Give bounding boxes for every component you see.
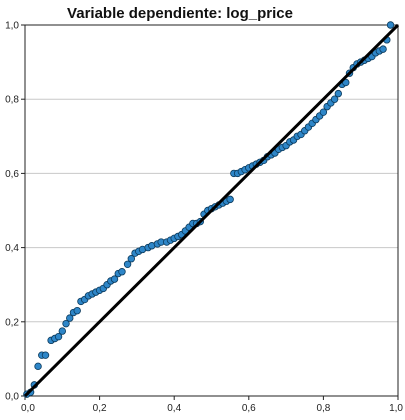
x-tick-label: 0,4 [167, 403, 181, 414]
plot-frame [24, 24, 399, 397]
data-point [226, 195, 234, 204]
data-point [127, 255, 136, 263]
x-tick-label: 1,0 [389, 403, 403, 414]
data-point [386, 21, 395, 29]
y-tick-label: 0,6 [5, 169, 19, 180]
x-tick-label: 0,2 [93, 403, 107, 414]
data-point [58, 327, 66, 335]
x-axis-ticks: 0,0 0,2 0,4 0,6 0,8 1,0 [21, 396, 403, 414]
y-tick-label: 1,0 [5, 21, 19, 32]
y-tick-label: 0,4 [5, 243, 19, 254]
data-point [110, 275, 119, 283]
data-point [342, 78, 350, 87]
y-axis-ticks: 0,0 0,2 0,4 0,6 0,8 1,0 [5, 21, 25, 403]
y-tick-label: 0,2 [5, 317, 19, 328]
data-point [118, 268, 126, 276]
data-point [54, 332, 63, 341]
y-tick-label: 0,0 [5, 392, 19, 403]
data-point [34, 362, 42, 371]
data-point [123, 260, 132, 268]
data-point [330, 95, 339, 103]
chart-title: Variable dependiente: log_price [67, 5, 293, 22]
reference-line [23, 23, 400, 398]
x-tick-label: 0,0 [21, 403, 35, 414]
x-tick-label: 0,8 [316, 403, 330, 414]
x-tick-label: 0,6 [242, 403, 256, 414]
data-point [334, 89, 343, 98]
data-point [73, 306, 81, 315]
data-point [62, 319, 70, 328]
data-point [41, 351, 50, 359]
data-point [319, 108, 328, 116]
y-tick-label: 0,8 [5, 95, 19, 106]
data-point [379, 45, 387, 53]
data-point [66, 314, 74, 322]
